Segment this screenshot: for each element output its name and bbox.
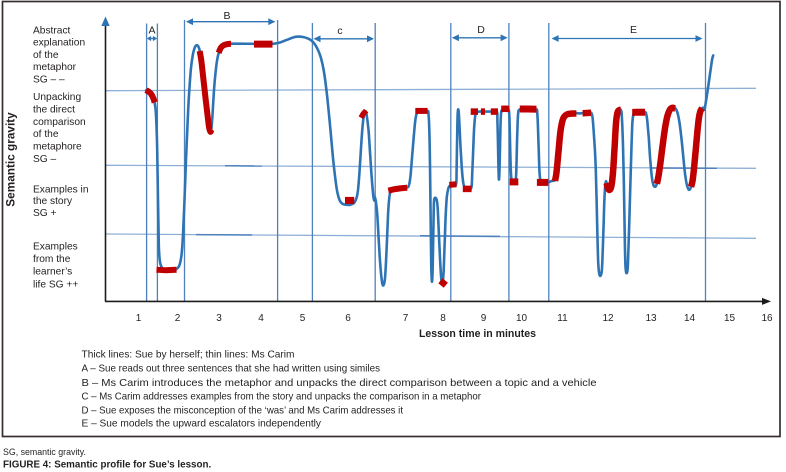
svg-text:c: c (337, 25, 342, 37)
svg-text:9: 9 (481, 313, 487, 324)
svg-text:C – Ms Carim addresses example: C – Ms Carim addresses examples from the… (82, 392, 482, 403)
svg-text:metaphore: metaphore (33, 142, 82, 153)
svg-text:metaphor: metaphor (33, 62, 77, 73)
svg-text:2: 2 (175, 313, 181, 324)
svg-text:3: 3 (216, 313, 222, 324)
svg-text:1: 1 (136, 313, 142, 324)
svg-text:SG, semantic gravity.: SG, semantic gravity. (3, 447, 86, 457)
svg-text:D: D (477, 24, 485, 36)
svg-text:SG – –: SG – – (33, 74, 65, 85)
svg-text:Examples in: Examples in (33, 185, 89, 196)
svg-text:A – Sue reads out three senten: A – Sue reads out three sentences that s… (82, 364, 381, 375)
svg-text:the direct: the direct (33, 104, 75, 115)
svg-text:the story: the story (33, 196, 73, 207)
svg-text:15: 15 (724, 313, 736, 324)
svg-text:SG –: SG – (33, 154, 57, 165)
svg-text:Thick lines: Sue by herself; t: Thick lines: Sue by herself; thin lines:… (82, 350, 295, 361)
svg-text:Semantic gravity: Semantic gravity (4, 112, 18, 207)
svg-text:Unpacking: Unpacking (33, 92, 81, 103)
svg-text:4: 4 (258, 313, 264, 324)
svg-text:of the: of the (33, 129, 59, 140)
svg-text:A: A (148, 25, 155, 37)
svg-text:7: 7 (403, 313, 409, 324)
svg-text:10: 10 (516, 313, 528, 324)
svg-text:8: 8 (440, 313, 446, 324)
svg-text:Abstract: Abstract (33, 26, 71, 37)
svg-text:life SG ++: life SG ++ (33, 279, 78, 290)
svg-text:12: 12 (602, 313, 614, 324)
svg-text:comparison: comparison (33, 117, 86, 128)
svg-text:D – Sue exposes the misconcept: D – Sue exposes the misconception of the… (82, 405, 404, 416)
svg-text:of the: of the (33, 50, 59, 61)
svg-text:B – Ms Carim introduces the me: B – Ms Carim introduces the metaphor and… (82, 378, 597, 389)
svg-text:16: 16 (761, 313, 773, 324)
svg-text:SG +: SG + (33, 208, 57, 219)
svg-text:learner’s: learner’s (33, 267, 72, 278)
svg-text:B: B (223, 10, 230, 22)
svg-text:5: 5 (300, 313, 306, 324)
svg-text:Lesson time in minutes: Lesson time in minutes (419, 328, 536, 340)
svg-text:explanation: explanation (33, 38, 85, 49)
svg-text:E – Sue models the upward esca: E – Sue models the upward escalators ind… (82, 419, 322, 430)
svg-text:from the: from the (33, 254, 71, 265)
svg-text:Examples: Examples (33, 242, 78, 253)
svg-text:E: E (630, 24, 637, 36)
svg-text:11: 11 (557, 313, 568, 324)
svg-text:13: 13 (645, 313, 657, 324)
svg-text:14: 14 (684, 313, 696, 324)
svg-text:FIGURE 4: Semantic profile for: FIGURE 4: Semantic profile for Sue’s les… (3, 460, 211, 471)
svg-text:6: 6 (345, 313, 351, 324)
